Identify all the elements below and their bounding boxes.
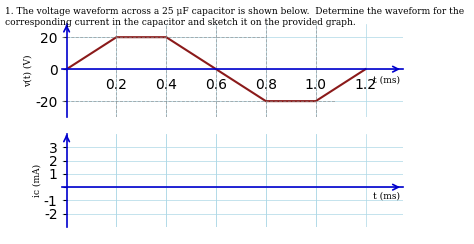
Text: 1. The voltage waveform across a 25 μF capacitor is shown below.  Determine the : 1. The voltage waveform across a 25 μF c…: [5, 7, 464, 27]
Y-axis label: iᴄ (mA): iᴄ (mA): [32, 164, 41, 197]
Text: t (ms): t (ms): [374, 76, 401, 85]
Text: t (ms): t (ms): [374, 192, 401, 201]
Y-axis label: v(t) (V): v(t) (V): [23, 54, 32, 87]
